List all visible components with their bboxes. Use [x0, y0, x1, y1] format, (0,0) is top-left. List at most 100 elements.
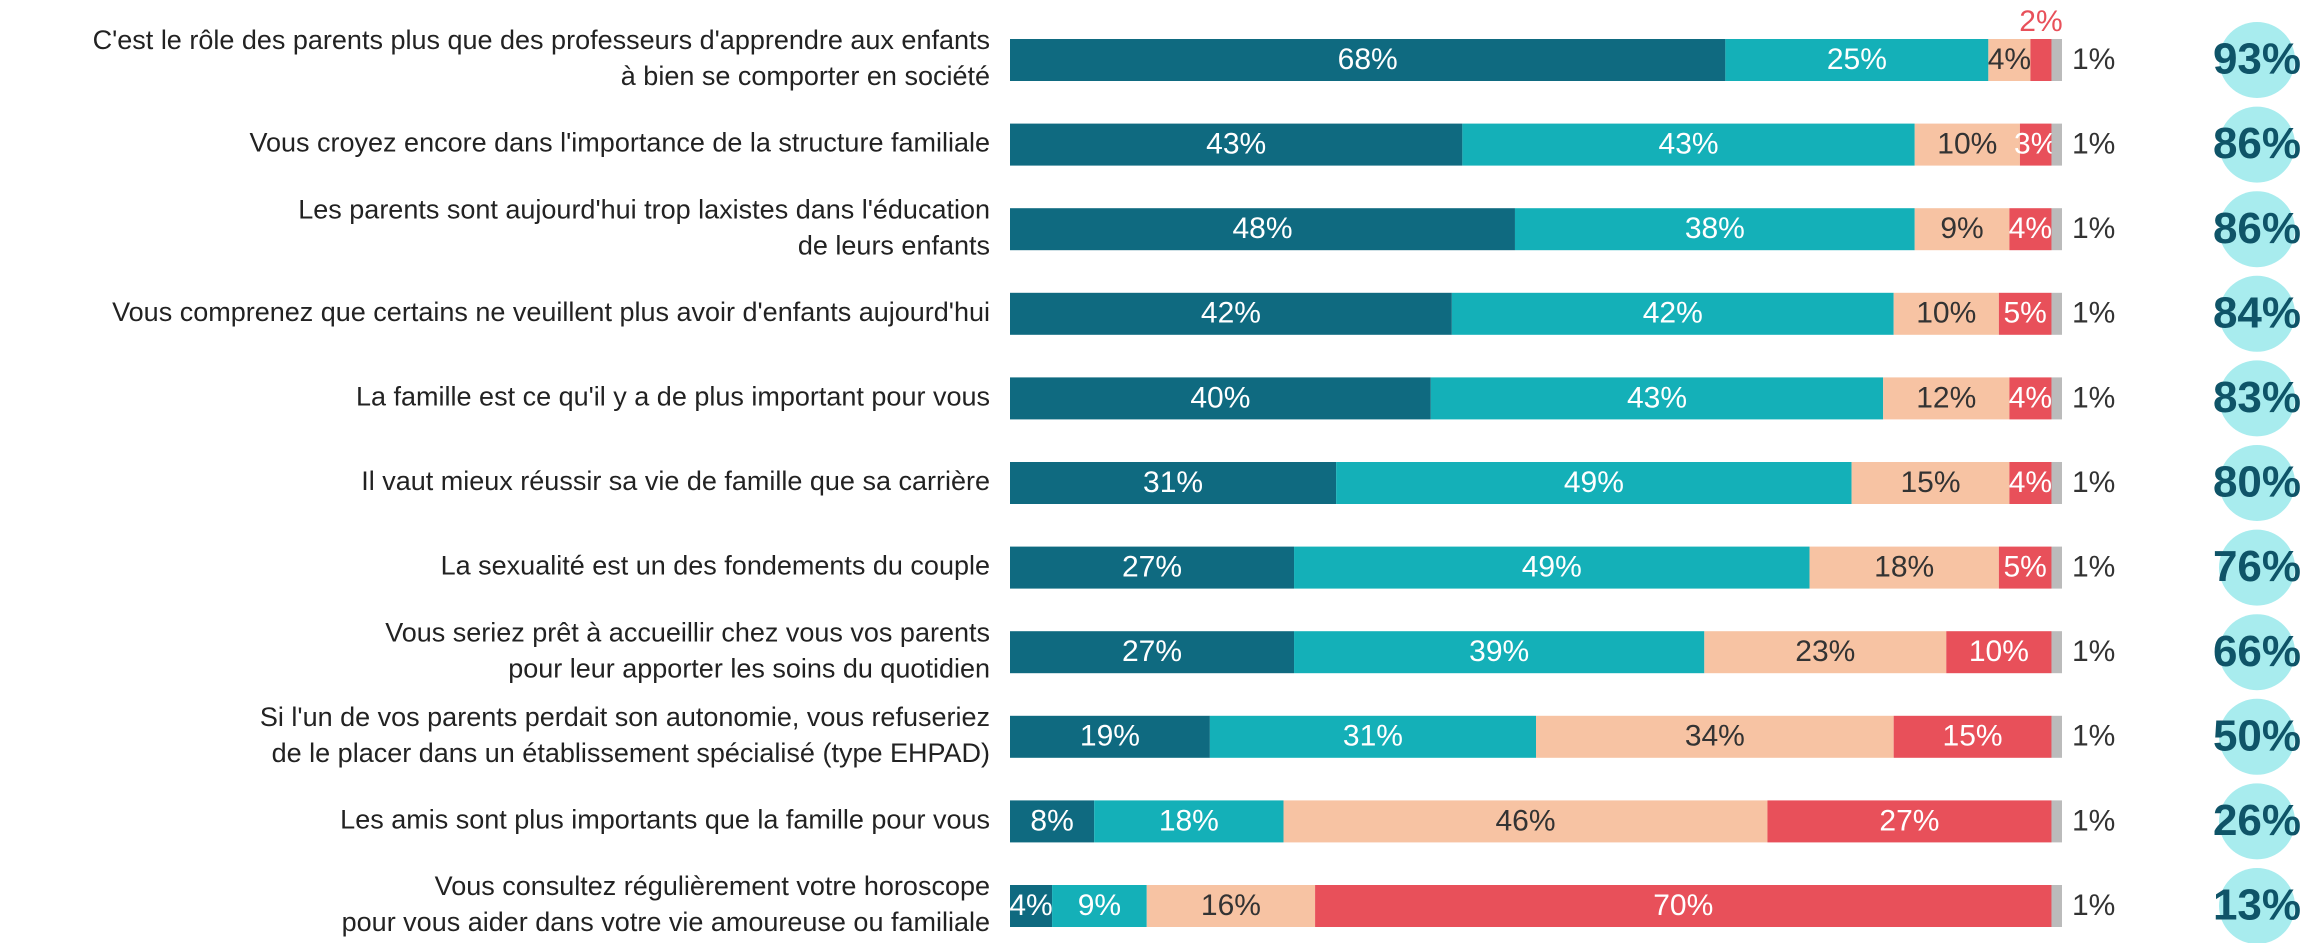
- category-label: à bien se comporter en société: [621, 61, 990, 91]
- bar-segment: [1851, 462, 2010, 504]
- bar-segment: [1430, 377, 1884, 420]
- bar-segment: [1462, 123, 1915, 166]
- value-label: 31%: [1343, 720, 1403, 753]
- bar-segment: [1010, 39, 1726, 81]
- bar-segment: [1893, 292, 1999, 335]
- value-label: 1%: [2072, 212, 2115, 245]
- value-label: 31%: [1143, 466, 1203, 499]
- category-label: pour leur apporter les soins du quotidie…: [508, 653, 990, 683]
- total-badge: [2219, 868, 2295, 943]
- bar-segment: [1294, 546, 1810, 589]
- value-label: 4%: [2009, 466, 2052, 499]
- bar-segment: [1998, 546, 2052, 589]
- bar-segment: [1294, 631, 1705, 674]
- value-label: 5%: [2004, 551, 2047, 584]
- total-label: 76%: [2213, 542, 2301, 591]
- value-label: 10%: [1969, 635, 2029, 668]
- value-label: 38%: [1685, 212, 1745, 245]
- bar-segment: [1809, 546, 1999, 589]
- category-label: Vous consultez régulièrement votre horos…: [435, 871, 990, 901]
- value-label: 27%: [1122, 551, 1182, 584]
- bar-segment: [1315, 885, 2052, 927]
- bar-segment: [1010, 885, 1053, 927]
- value-label: 18%: [1159, 804, 1219, 837]
- category-label: Vous comprenez que certains ne veuillent…: [112, 297, 990, 327]
- value-label: 42%: [1643, 297, 1703, 330]
- bar-segment: [1704, 631, 1947, 674]
- bar-segment: [1010, 800, 1095, 843]
- total-badge: [2219, 191, 2295, 268]
- bar-segment: [2051, 715, 2062, 758]
- value-label: 5%: [2004, 297, 2047, 330]
- value-label: 68%: [1338, 43, 1398, 76]
- bar-segment: [1010, 123, 1463, 166]
- total-label: 93%: [2213, 35, 2301, 84]
- bar-segment: [1010, 208, 1515, 251]
- total-badge: [2219, 360, 2295, 437]
- category-label: Les amis sont plus importants que la fam…: [340, 805, 990, 835]
- bar-segment: [1283, 800, 1768, 843]
- bar-segment: [1946, 631, 2052, 674]
- bar-segment: [1988, 39, 2031, 81]
- bar-segment: [1052, 885, 1147, 927]
- value-label: 49%: [1564, 466, 1624, 499]
- value-label: 19%: [1080, 720, 1140, 753]
- value-label: 4%: [2009, 212, 2052, 245]
- bar-segment: [1893, 715, 2052, 758]
- category-label: Vous croyez encore dans l'importance de …: [249, 128, 990, 158]
- bar-segment: [2009, 462, 2052, 504]
- bar-segment: [2030, 39, 2052, 81]
- total-badge: [2219, 106, 2295, 183]
- value-label: 1%: [2072, 381, 2115, 414]
- bar-segment: [2009, 377, 2052, 420]
- total-badge: [2219, 445, 2295, 521]
- category-label: Les parents sont aujourd'hui trop laxist…: [298, 194, 990, 224]
- category-label: Si l'un de vos parents perdait son auton…: [260, 702, 990, 732]
- value-label: 49%: [1522, 551, 1582, 584]
- value-label: 15%: [1943, 720, 2003, 753]
- bar-segment: [2009, 208, 2052, 251]
- category-label: pour vous aider dans votre vie amoureuse…: [342, 907, 990, 937]
- value-label: 1%: [2072, 128, 2115, 161]
- bar-segment: [2051, 885, 2062, 927]
- bar-segment: [1998, 292, 2052, 335]
- value-label: 70%: [1653, 889, 1713, 922]
- total-label: 84%: [2213, 288, 2301, 337]
- value-label: 43%: [1659, 128, 1719, 161]
- value-label: 48%: [1232, 212, 1292, 245]
- value-label: 10%: [1937, 128, 1997, 161]
- value-label: 39%: [1469, 635, 1529, 668]
- bar-segment: [1914, 123, 2020, 166]
- value-label: 4%: [2009, 381, 2052, 414]
- value-label: 12%: [1916, 381, 1976, 414]
- value-label: 4%: [1988, 43, 2031, 76]
- category-label: La sexualité est un des fondements du co…: [441, 551, 990, 581]
- value-label: 1%: [2072, 551, 2115, 584]
- bar-segment: [1010, 292, 1452, 335]
- value-label: 3%: [2014, 128, 2057, 161]
- bar-segment: [2051, 546, 2062, 589]
- bar-segment: [2051, 462, 2062, 504]
- value-label: 25%: [1827, 43, 1887, 76]
- total-badge: [2219, 614, 2295, 691]
- bar-segment: [2051, 292, 2062, 335]
- total-badge: [2219, 529, 2295, 606]
- bar-segment: [1514, 208, 1915, 251]
- value-label: 18%: [1874, 551, 1934, 584]
- bar-segment: [2051, 377, 2062, 420]
- total-badge: [2219, 22, 2295, 98]
- total-label: 50%: [2213, 711, 2301, 760]
- bar-segment: [1914, 208, 2010, 251]
- value-label: 8%: [1030, 804, 1073, 837]
- bar-segment: [1010, 546, 1295, 589]
- total-label: 86%: [2213, 119, 2301, 168]
- bar-segment: [1536, 715, 1894, 758]
- value-label: 42%: [1201, 297, 1261, 330]
- value-label: 16%: [1201, 889, 1261, 922]
- bar-segment: [1767, 800, 2052, 843]
- bar-segment: [1336, 462, 1852, 504]
- bar-segment: [1094, 800, 1284, 843]
- value-label: 27%: [1122, 635, 1182, 668]
- total-label: 86%: [2213, 204, 2301, 253]
